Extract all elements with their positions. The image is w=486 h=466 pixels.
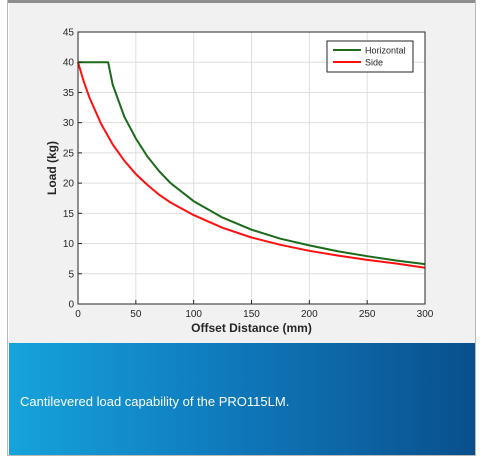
- legend-label-horizontal: Horizontal: [365, 46, 406, 56]
- chart-area: 0 50 100 150 200 250 300 0 5 10 15 20 25 30 35 40 45 Offs…: [9, 3, 475, 343]
- series-line-side: [77, 61, 426, 269]
- y-tick-label: 5: [68, 269, 74, 280]
- x-tick-label: 200: [301, 309, 318, 320]
- x-tick-label: 100: [185, 309, 202, 320]
- y-axis-label: Load (kg): [45, 141, 59, 195]
- y-tick-label: 40: [63, 58, 75, 69]
- x-axis-label: Offset Distance (mm): [191, 321, 312, 335]
- caption-band: Cantilevered load capability of the PRO1…: [9, 343, 475, 455]
- x-tick-label: 50: [130, 309, 142, 320]
- top-rule: [8, 0, 475, 3]
- y-tick-label: 35: [63, 88, 75, 99]
- y-tick-label: 15: [63, 209, 75, 220]
- load-chart: 0 50 100 150 200 250 300 0 5 10 15 20 25 30 35 40 45 Offs…: [45, 28, 434, 336]
- legend-label-side: Side: [365, 58, 383, 68]
- y-tick-label: 0: [68, 300, 74, 311]
- y-tick-label: 25: [63, 148, 75, 159]
- y-tick-label: 45: [63, 28, 75, 39]
- legend-box: [326, 40, 414, 73]
- x-tick-label: 0: [75, 309, 81, 320]
- y-tick-label: 20: [63, 179, 75, 190]
- caption-text: Cantilevered load capability of the PRO1…: [20, 394, 290, 409]
- y-tick-label: 30: [63, 118, 75, 129]
- series-line-horizontal: [78, 61, 426, 266]
- y-tick-label: 10: [63, 239, 75, 250]
- figure-frame: 0 50 100 150 200 250 300 0 5 10 15 20 25 30 35 40 45 Offs…: [7, 0, 476, 456]
- x-tick-label: 300: [417, 309, 434, 320]
- x-tick-label: 250: [359, 309, 376, 320]
- x-tick-label: 150: [243, 309, 260, 320]
